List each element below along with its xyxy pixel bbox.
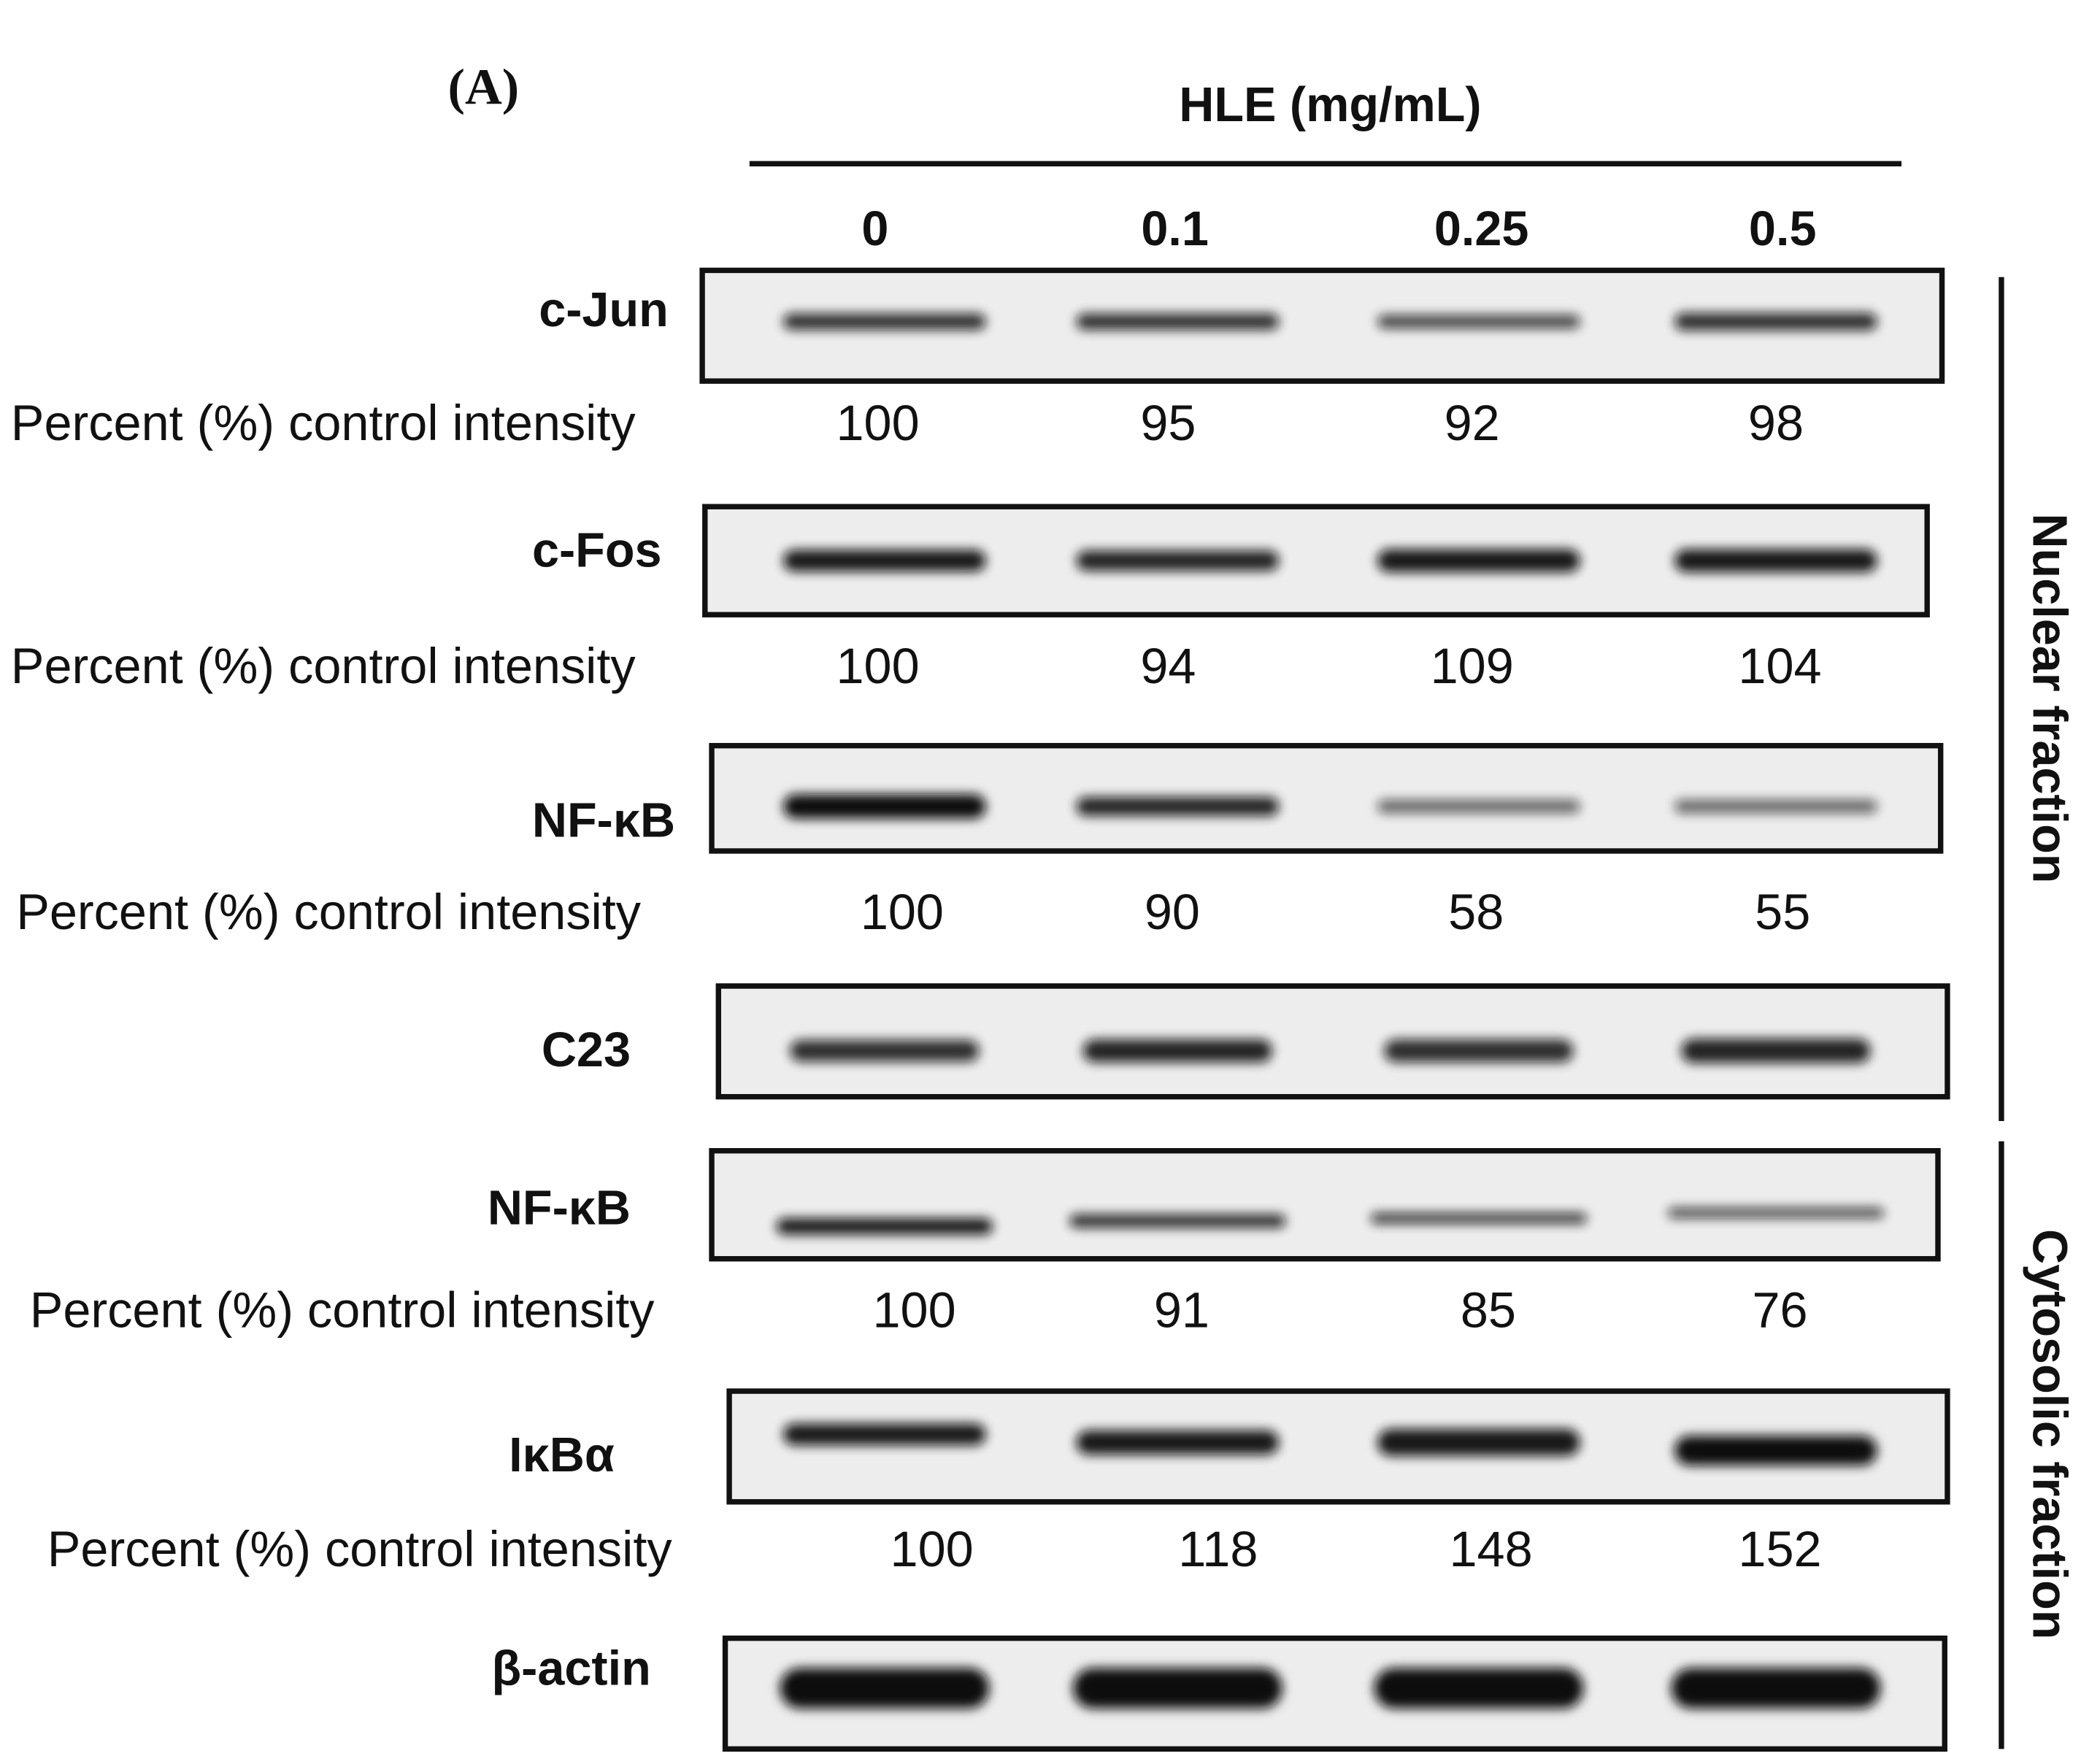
band	[1377, 315, 1580, 328]
intensity-value: 85	[1461, 1282, 1516, 1339]
band	[1069, 1214, 1286, 1228]
band	[1681, 1039, 1871, 1063]
fraction-label: Cytosolic fraction	[2022, 1229, 2076, 1639]
blot-label: c-Jun	[539, 283, 669, 337]
band	[1384, 1039, 1574, 1063]
band	[1377, 799, 1580, 814]
dose-label: 0.5	[1749, 202, 1817, 256]
blot-frame	[709, 1148, 1941, 1262]
band	[1082, 1039, 1272, 1063]
band	[1674, 799, 1877, 814]
intensity-value: 148	[1449, 1521, 1532, 1577]
intensity-value: 95	[1140, 395, 1196, 451]
dose-label: 0.25	[1434, 202, 1529, 256]
band	[1076, 1430, 1280, 1455]
intensity-value: 118	[1178, 1521, 1258, 1577]
intensity-label: Percent (%) control intensity	[11, 395, 636, 451]
band	[1671, 1668, 1881, 1709]
intensity-value: 100	[891, 1521, 974, 1577]
intensity-value: 100	[836, 638, 920, 694]
band	[783, 550, 986, 572]
band	[1076, 796, 1280, 816]
intensity-value: 100	[836, 395, 920, 451]
intensity-value: 109	[1431, 638, 1514, 694]
band	[1674, 549, 1877, 572]
dose-label: 0.1	[1141, 202, 1209, 256]
header: HLE (mg/mL)	[1179, 78, 1481, 132]
band	[783, 313, 986, 330]
blot-label: IκBα	[509, 1428, 615, 1482]
intensity-value: 94	[1140, 638, 1196, 694]
band	[1674, 312, 1877, 331]
dose-label: 0	[861, 202, 888, 256]
band	[1076, 550, 1280, 571]
band	[783, 794, 986, 819]
intensity-value: 152	[1738, 1521, 1821, 1577]
blot-frame	[709, 742, 1944, 854]
intensity-value: 91	[1154, 1282, 1209, 1339]
intensity-value: 55	[1755, 884, 1810, 940]
band	[1674, 1436, 1877, 1466]
intensity-value: 90	[1145, 884, 1200, 940]
band	[1076, 313, 1280, 330]
band	[1377, 549, 1580, 572]
band	[790, 1040, 980, 1062]
band	[776, 1218, 993, 1235]
band	[1377, 1428, 1580, 1456]
blot-label: c-Fos	[532, 524, 662, 578]
intensity-value: 58	[1448, 884, 1504, 940]
intensity-label: Percent (%) control intensity	[16, 884, 642, 940]
band	[1374, 1668, 1584, 1709]
intensity-value: 100	[872, 1282, 955, 1339]
band	[780, 1668, 990, 1709]
blot-label: β-actin	[492, 1641, 651, 1695]
intensity-value: 98	[1748, 395, 1804, 451]
intensity-label: Percent (%) control intensity	[30, 1282, 655, 1339]
blot-frame	[702, 504, 1930, 617]
blot-frame	[699, 267, 1945, 384]
band	[1370, 1212, 1587, 1224]
intensity-label: Percent (%) control intensity	[47, 1521, 673, 1577]
intensity-label: Percent (%) control intensity	[11, 638, 636, 694]
intensity-value: 92	[1445, 395, 1500, 451]
blot-frame	[715, 983, 1950, 1100]
blot-label: NF-κB	[532, 794, 675, 848]
band	[1072, 1668, 1282, 1709]
panel-label: (A)	[448, 58, 520, 115]
band	[783, 1423, 986, 1446]
blot-label: C23	[542, 1023, 631, 1077]
blot-frame	[726, 1388, 1950, 1505]
intensity-value: 100	[861, 884, 944, 940]
intensity-value: 104	[1738, 638, 1821, 694]
blot-label: NF-κB	[488, 1182, 631, 1236]
band	[1667, 1207, 1884, 1219]
fraction-label: Nuclear fraction	[2022, 513, 2076, 883]
blot-background	[712, 1150, 1938, 1259]
blot-frame	[722, 1635, 1947, 1752]
intensity-value: 76	[1752, 1282, 1807, 1339]
